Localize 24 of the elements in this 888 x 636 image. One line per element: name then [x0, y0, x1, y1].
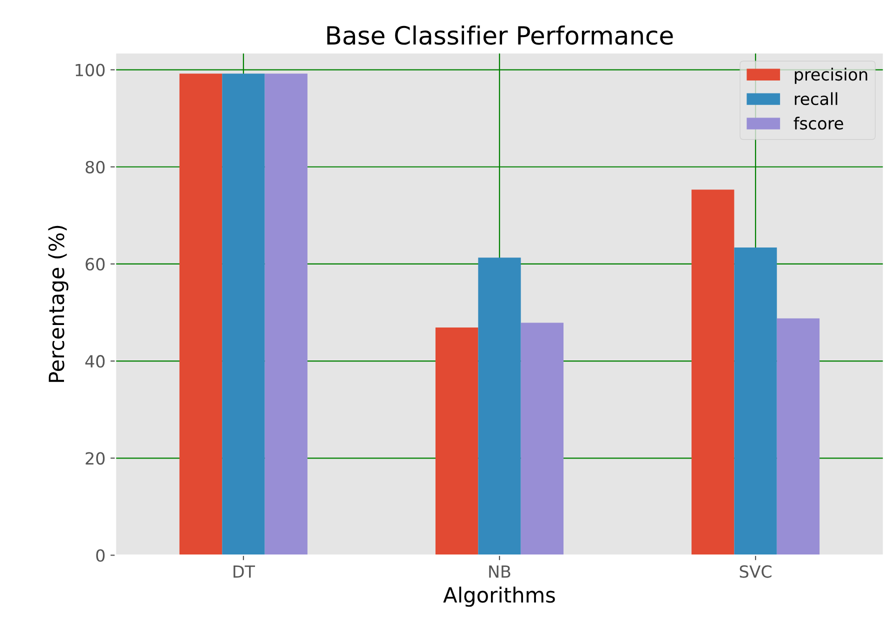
bar [776, 318, 820, 556]
x-tick-label: DT [234, 565, 256, 578]
bar [520, 322, 564, 556]
y-tick-label: 20 [86, 452, 105, 465]
bar [179, 74, 222, 556]
bar [435, 328, 478, 556]
x-axis-title: Algorithms [443, 586, 555, 607]
legend-label: recall [794, 92, 838, 106]
x-tick-label: SVC [740, 565, 772, 578]
bar [478, 258, 521, 556]
x-tick-label: NB [489, 565, 510, 578]
bar [692, 190, 734, 556]
y-tick-label: 0 [96, 549, 105, 562]
y-axis-title: Percentage (%) [48, 226, 68, 382]
chart-title: Base Classifier Performance [327, 25, 673, 45]
bar [222, 74, 265, 556]
bar [264, 74, 308, 556]
bar [734, 247, 777, 556]
y-tick-label: 40 [85, 355, 105, 368]
legend-label: precision [794, 68, 868, 84]
y-tick-label: 60 [86, 258, 105, 271]
y-tick-label: 80 [86, 160, 105, 174]
legend-label: fscore [794, 116, 844, 130]
y-tick-label: 100 [76, 64, 105, 76]
